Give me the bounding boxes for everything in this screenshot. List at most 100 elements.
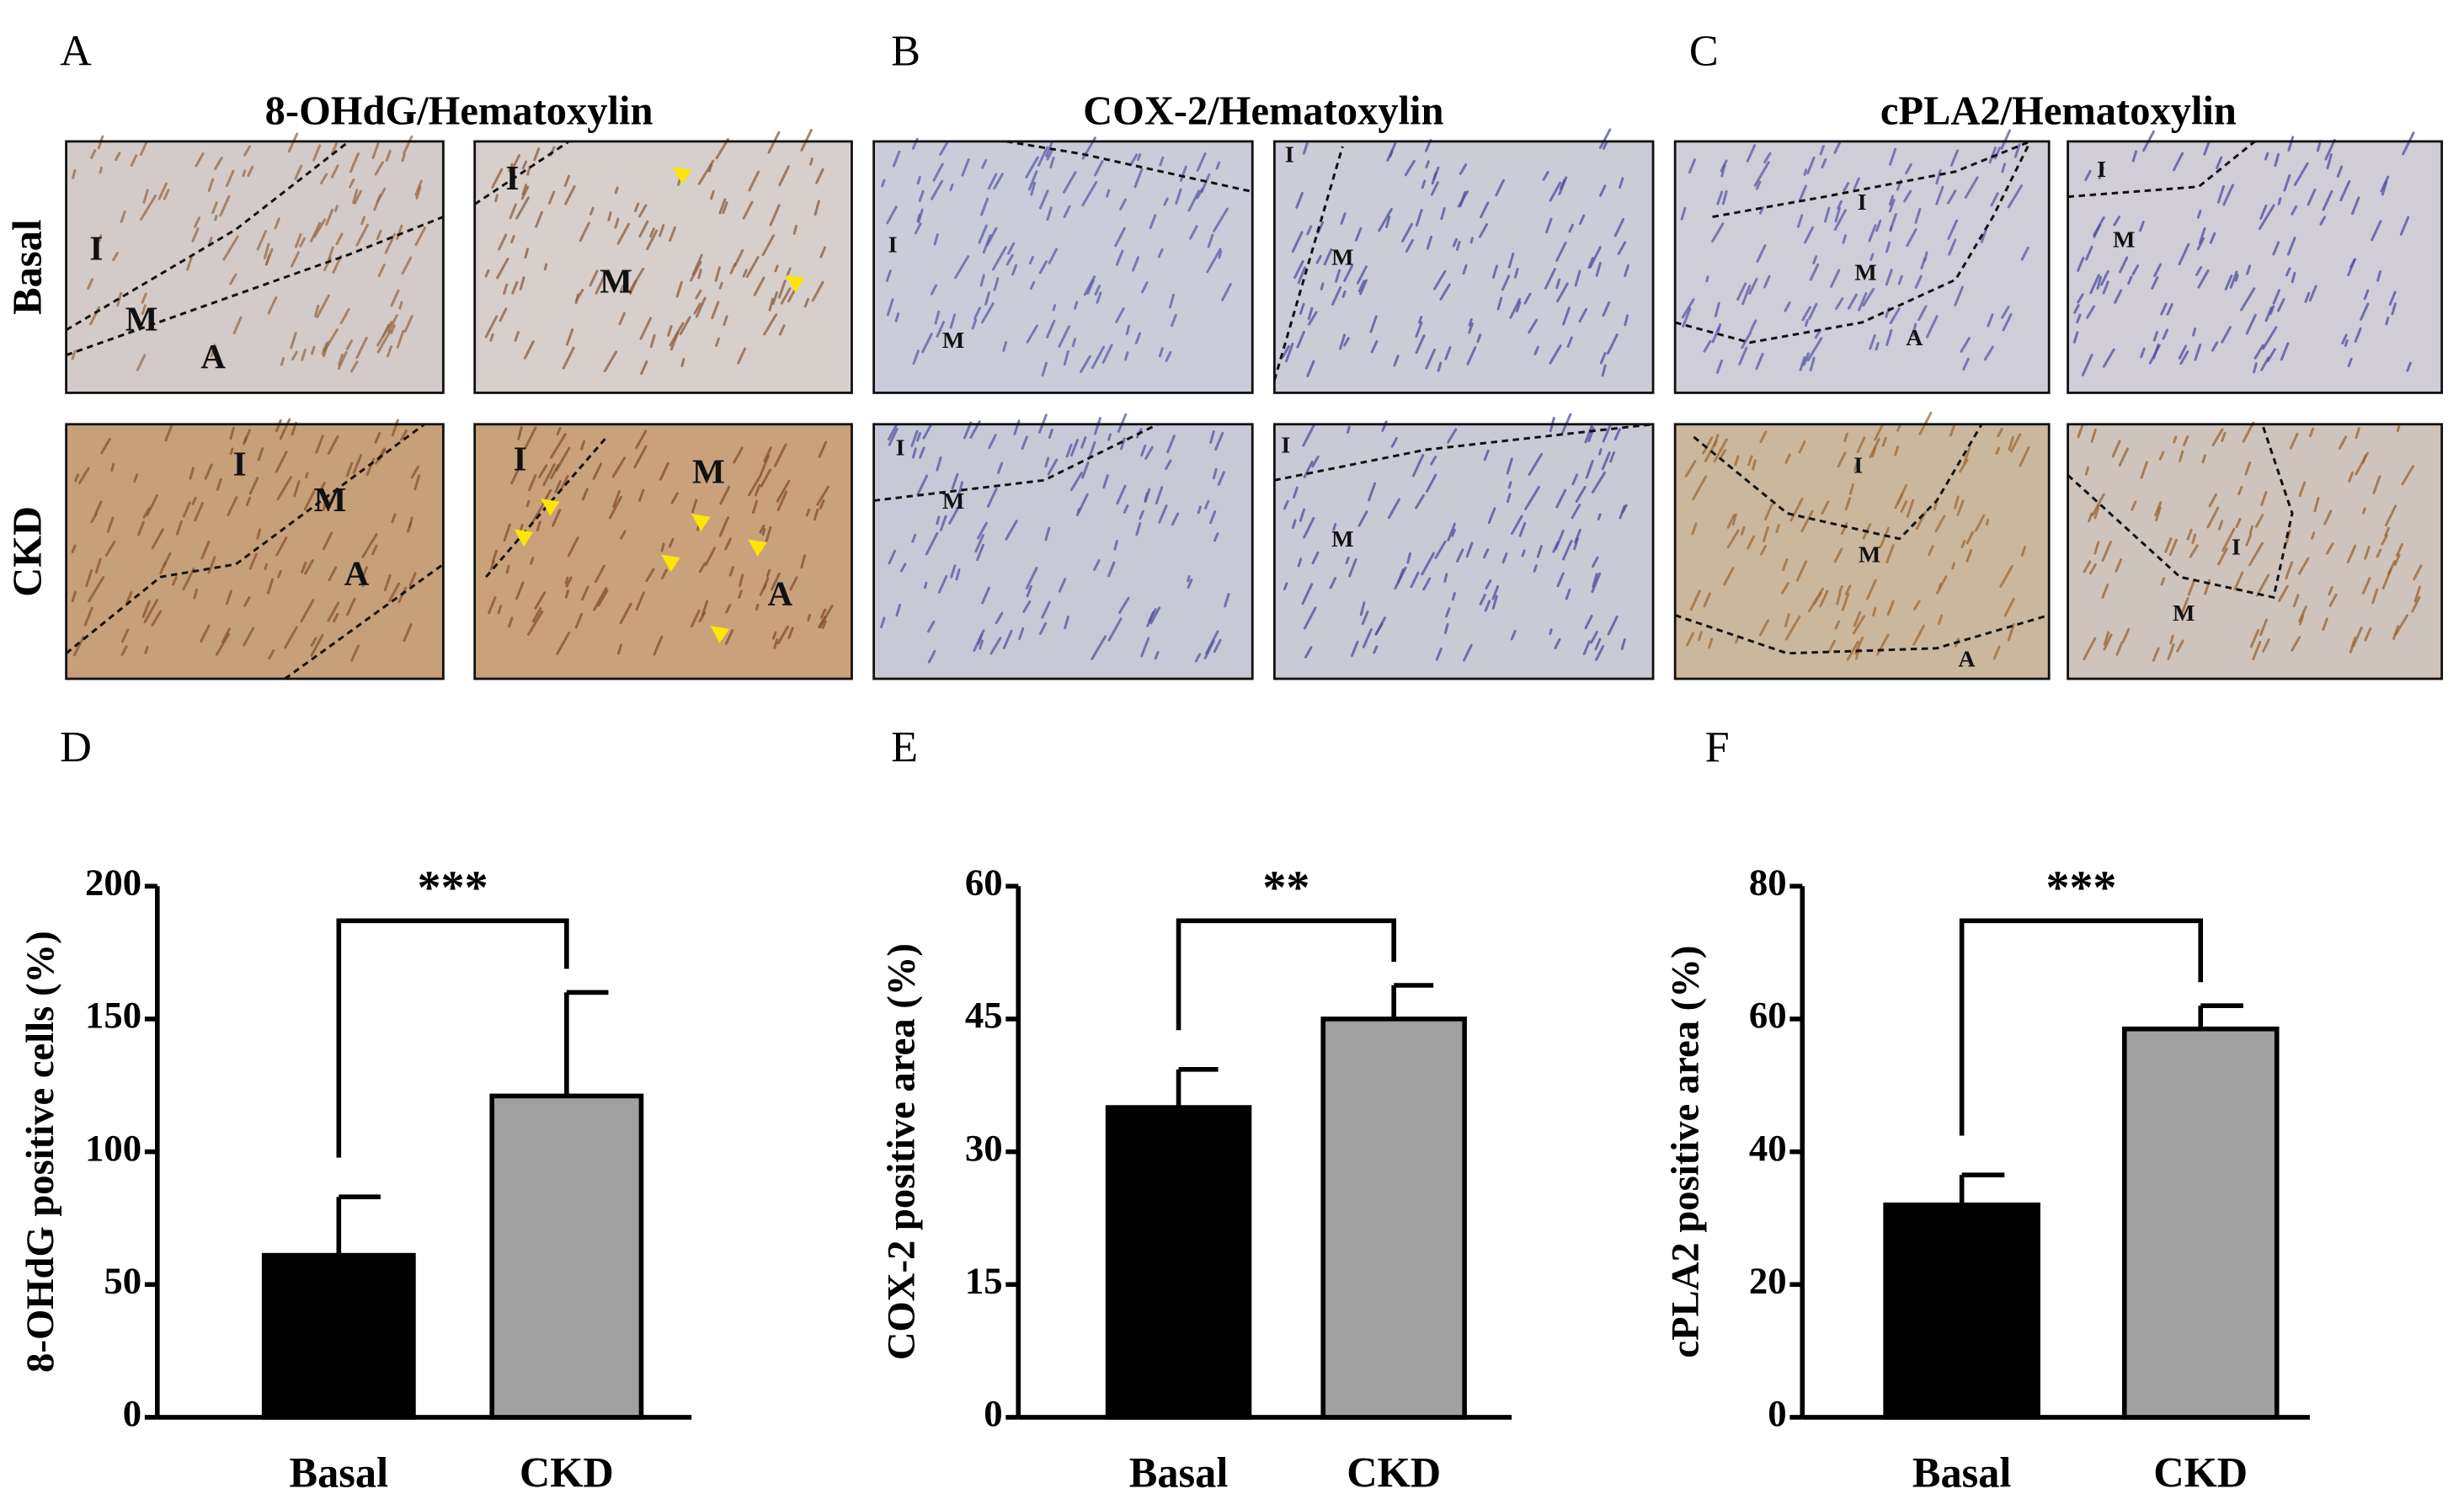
cell-nucleus [1196, 187, 1204, 200]
arrowhead [661, 554, 680, 573]
cell-nucleus [1545, 217, 1553, 233]
cell-nucleus [1303, 606, 1317, 630]
cell-nucleus [1524, 485, 1541, 510]
cell-nucleus [2253, 344, 2264, 360]
cell-nucleus [1885, 241, 1891, 253]
cell-nucleus [2311, 531, 2316, 540]
region-label: A [344, 554, 370, 593]
cell-nucleus [1923, 251, 1928, 262]
cell-nucleus [1759, 544, 1768, 556]
cell-nucleus [1840, 521, 1848, 536]
cell-nucleus [925, 531, 939, 556]
cell-nucleus [765, 568, 771, 578]
cell-nucleus [1556, 572, 1565, 588]
cell-nucleus [914, 222, 922, 235]
cell-nucleus [1747, 455, 1753, 467]
cell-nucleus [707, 163, 713, 173]
cell-nucleus [1093, 160, 1104, 177]
cell-nucleus [2364, 627, 2372, 642]
cell-nucleus [510, 467, 520, 485]
region-label: I [896, 435, 905, 461]
cell-nucleus [2217, 520, 2224, 531]
cell-nucleus [1133, 168, 1144, 189]
cell-nucleus [993, 277, 1000, 291]
cell-nucleus [77, 467, 90, 485]
cell-nucleus [1027, 170, 1038, 191]
cell-nucleus [227, 496, 238, 516]
cell-nucleus [1847, 293, 1858, 310]
cell-nucleus [391, 419, 399, 437]
region-label: A [1958, 646, 1975, 672]
cell-nucleus [1559, 179, 1566, 190]
cell-nucleus [1556, 282, 1569, 303]
y-tick-label: 0 [984, 1392, 1002, 1434]
cell-nucleus [2152, 344, 2160, 360]
cell-nucleus [280, 357, 285, 366]
cell-nucleus [1896, 424, 1901, 432]
cell-nucleus [1405, 238, 1414, 253]
cell-nucleus [1997, 427, 2003, 438]
region-label: I [888, 232, 898, 259]
cell-nucleus [1081, 180, 1098, 207]
micrograph-frame [65, 423, 445, 680]
cell-nucleus [646, 229, 659, 251]
cell-nucleus [1447, 522, 1456, 542]
cell-nucleus [387, 314, 398, 333]
cell-nucleus [247, 165, 254, 178]
cell-nucleus [1856, 436, 1866, 454]
cell-nucleus [1046, 206, 1053, 221]
cell-nucleus [279, 418, 291, 440]
panel-letter: D [60, 723, 92, 771]
cell-nucleus [948, 501, 963, 525]
cell-nucleus [1011, 264, 1018, 276]
boundary-line [1712, 140, 2031, 218]
cell-nucleus [151, 528, 164, 550]
cell-nucleus [182, 567, 195, 591]
cell-nucleus [1058, 325, 1070, 348]
cell-nucleus [1959, 458, 1969, 473]
cell-nucleus [1443, 573, 1448, 583]
region-label: M [942, 328, 964, 354]
cell-nucleus [2285, 267, 2291, 277]
cell-nucleus [1385, 216, 1391, 228]
cell-nucleus [1086, 279, 1095, 295]
cell-nucleus [773, 638, 779, 649]
cell-nucleus [1045, 141, 1053, 157]
cell-nucleus [1894, 493, 1904, 510]
cell-nucleus [771, 631, 777, 640]
cell-nucleus [2077, 256, 2085, 272]
region-label: A [1906, 325, 1923, 351]
cell-nucleus [2298, 605, 2308, 622]
cell-nucleus [2180, 596, 2189, 616]
cell-nucleus [1281, 344, 1290, 359]
cell-nucleus [1297, 558, 1303, 568]
cell-nucleus [2084, 169, 2092, 182]
cell-nucleus [1741, 284, 1752, 306]
cell-nucleus [533, 147, 541, 162]
cell-nucleus [1157, 248, 1164, 259]
cell-nucleus [1800, 510, 1814, 533]
cell-nucleus [1406, 552, 1412, 564]
region-label: M [125, 299, 158, 338]
cell-nucleus [1812, 255, 1818, 264]
cell-nucleus [1163, 197, 1169, 206]
cell-nucleus [592, 462, 603, 480]
cell-nucleus [1719, 449, 1726, 460]
cell-nucleus [1912, 624, 1926, 646]
cell-nucleus [581, 585, 589, 601]
cell-nucleus [2395, 542, 2403, 557]
cell-nucleus [2131, 500, 2137, 511]
cell-nucleus [337, 350, 348, 370]
cell-nucleus [2196, 237, 2205, 251]
cell-nucleus [1837, 451, 1847, 468]
cell-nucleus [489, 560, 495, 571]
cell-nucleus [2260, 491, 2268, 506]
cell-nucleus [1209, 510, 1217, 525]
cell-nucleus [1074, 301, 1079, 310]
cell-nucleus [1165, 350, 1172, 362]
cell-nucleus [1306, 360, 1315, 377]
cell-nucleus [742, 269, 748, 278]
cell-nucleus [200, 624, 211, 643]
cell-nucleus [2362, 507, 2366, 515]
cell-nucleus [243, 596, 251, 607]
